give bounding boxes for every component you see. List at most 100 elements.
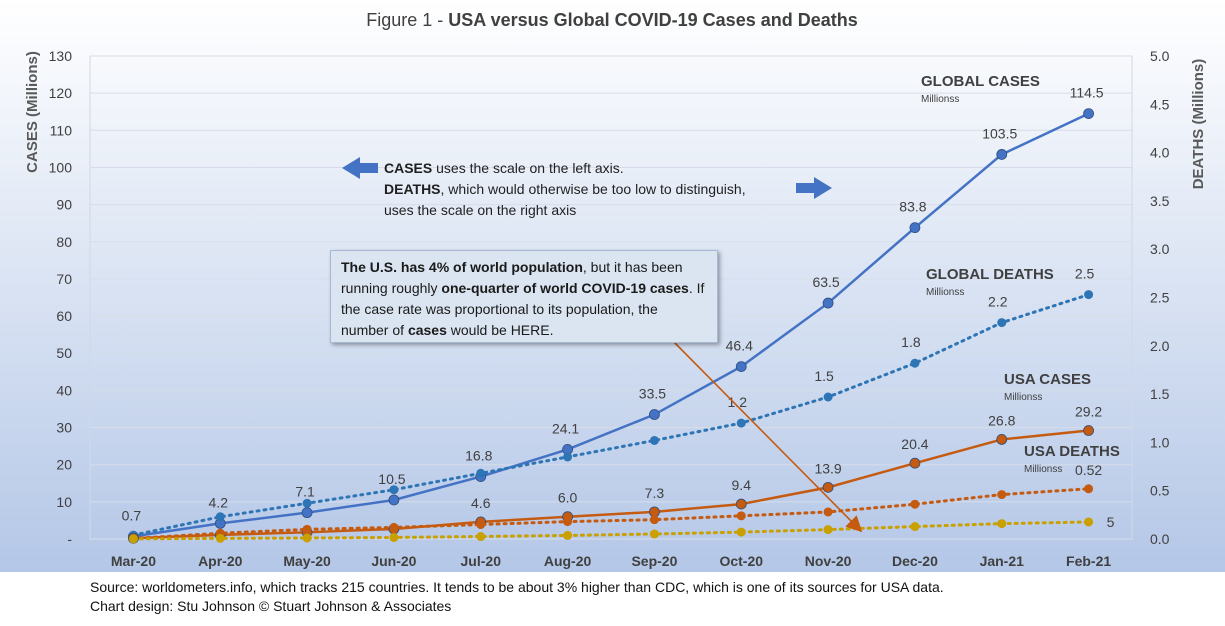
- x-tick-label: Nov-20: [805, 553, 852, 569]
- y2-tick-label: 3.0: [1150, 241, 1170, 257]
- note-line2: , which would otherwise be too low to di…: [440, 181, 746, 197]
- data-point: [302, 533, 312, 543]
- left-arrow-icon: [342, 157, 378, 179]
- data-point: [735, 498, 747, 510]
- data-label: 1.5: [814, 368, 834, 384]
- data-label: 13.9: [814, 460, 841, 476]
- data-label: 9.4: [732, 477, 752, 493]
- y-tick-label: 100: [49, 159, 73, 175]
- chart-title: Figure 1 - USA versus Global COVID-19 Ca…: [366, 10, 858, 30]
- data-point: [822, 481, 834, 493]
- y2-tick-label: 1.0: [1150, 434, 1170, 450]
- x-tick-label: Dec-20: [892, 553, 938, 569]
- data-label: 0.52: [1075, 462, 1102, 478]
- callout-part3: one-quarter of world COVID-19 cases: [441, 280, 689, 296]
- data-point: [909, 222, 921, 234]
- data-point: [996, 434, 1008, 445]
- data-point: [736, 511, 746, 521]
- y2-axis-title: DEATHS (Millions): [1190, 59, 1207, 190]
- y-tick-label: 40: [56, 382, 72, 398]
- data-point: [822, 297, 834, 309]
- data-label: 46.4: [726, 338, 753, 354]
- callout-part2: , but it has been running roughly: [341, 259, 683, 296]
- data-label: 103.5: [982, 125, 1017, 141]
- data-point: [649, 435, 659, 445]
- y2-tick-label: 1.5: [1150, 386, 1170, 402]
- data-label: 10.5: [378, 471, 405, 487]
- data-label: 114.5: [1070, 85, 1104, 101]
- data-point: [389, 485, 399, 495]
- note-line3: uses the scale on the right axis: [384, 202, 577, 218]
- y-axis-title: CASES (Millions): [24, 51, 41, 173]
- y2-tick-label: 4.5: [1150, 96, 1170, 112]
- data-label: 6.0: [558, 490, 578, 506]
- data-point: [1083, 108, 1094, 119]
- data-point: [736, 527, 746, 537]
- series-line-global-deaths: [131, 293, 1091, 537]
- data-label: 16.8: [465, 448, 492, 464]
- data-label: 1.8: [901, 334, 921, 350]
- data-label: 29.2: [1075, 404, 1102, 420]
- data-point: [910, 358, 920, 368]
- y-tick-label: 10: [56, 494, 72, 510]
- y-tick-label: -: [67, 531, 72, 547]
- y-tick-label: 30: [56, 420, 72, 436]
- data-point: [649, 529, 659, 539]
- series-line-usa-deaths: [131, 487, 1091, 541]
- right-arrow-icon: [796, 177, 832, 199]
- y-tick-label: 70: [56, 271, 72, 287]
- y-tick-label: 130: [49, 48, 73, 64]
- data-point: [215, 512, 225, 522]
- x-tick-label: Aug-20: [544, 553, 592, 569]
- data-point: [389, 522, 399, 532]
- y2-tick-label: 3.5: [1150, 193, 1170, 209]
- x-tick-label: Apr-20: [198, 553, 243, 569]
- note-deaths-word: DEATHS: [384, 181, 441, 197]
- data-point: [476, 468, 486, 478]
- data-point: [302, 524, 312, 534]
- data-point: [910, 499, 920, 509]
- series-unit-label: Millionss: [1024, 464, 1062, 475]
- data-point: [909, 457, 921, 469]
- data-point: [1083, 425, 1094, 436]
- data-point: [563, 452, 573, 462]
- data-point: [302, 498, 312, 508]
- series-line-unnamed: [131, 520, 1091, 541]
- y-tick-label: 80: [56, 234, 72, 250]
- y2-tick-label: 2.0: [1150, 338, 1170, 354]
- data-label: 7.1: [295, 484, 315, 500]
- data-point: [389, 532, 399, 542]
- data-point: [388, 494, 400, 506]
- data-label: 33.5: [639, 386, 666, 402]
- series-line-usa-cases: [133, 429, 1089, 540]
- data-point: [563, 530, 573, 540]
- data-label: 5: [1107, 514, 1115, 530]
- data-point: [823, 392, 833, 402]
- data-point: [1084, 517, 1094, 527]
- series-unit-label: Millionss: [926, 287, 964, 298]
- y-tick-label: 90: [56, 197, 72, 213]
- data-point: [997, 318, 1007, 328]
- design-credit: Chart design: Stu Johnson © Stuart Johns…: [90, 598, 452, 614]
- data-label: 1.2: [728, 394, 748, 410]
- y-tick-label: 50: [56, 345, 72, 361]
- population-callout: The U.S. has 4% of world population, but…: [330, 250, 718, 343]
- y-tick-label: 60: [56, 308, 72, 324]
- data-point: [735, 361, 747, 373]
- y2-tick-label: 4.0: [1150, 145, 1170, 161]
- data-point: [301, 507, 313, 519]
- x-tick-label: Jan-21: [980, 553, 1025, 569]
- data-label: 7.3: [645, 485, 665, 501]
- x-tick-label: Oct-20: [719, 553, 763, 569]
- y-tick-label: 110: [50, 122, 73, 138]
- y2-tick-label: 2.5: [1150, 290, 1170, 306]
- data-point: [476, 532, 486, 542]
- data-point: [563, 517, 573, 527]
- note-line1: uses the scale on the left axis.: [432, 160, 624, 176]
- series-unit-label: Millionss: [921, 94, 959, 105]
- data-point: [823, 507, 833, 517]
- data-point: [996, 149, 1008, 160]
- callout-part1: The U.S. has 4% of world population: [341, 259, 583, 275]
- x-tick-label: Feb-21: [1066, 553, 1111, 569]
- series-name-label: GLOBAL CASES: [921, 73, 1040, 90]
